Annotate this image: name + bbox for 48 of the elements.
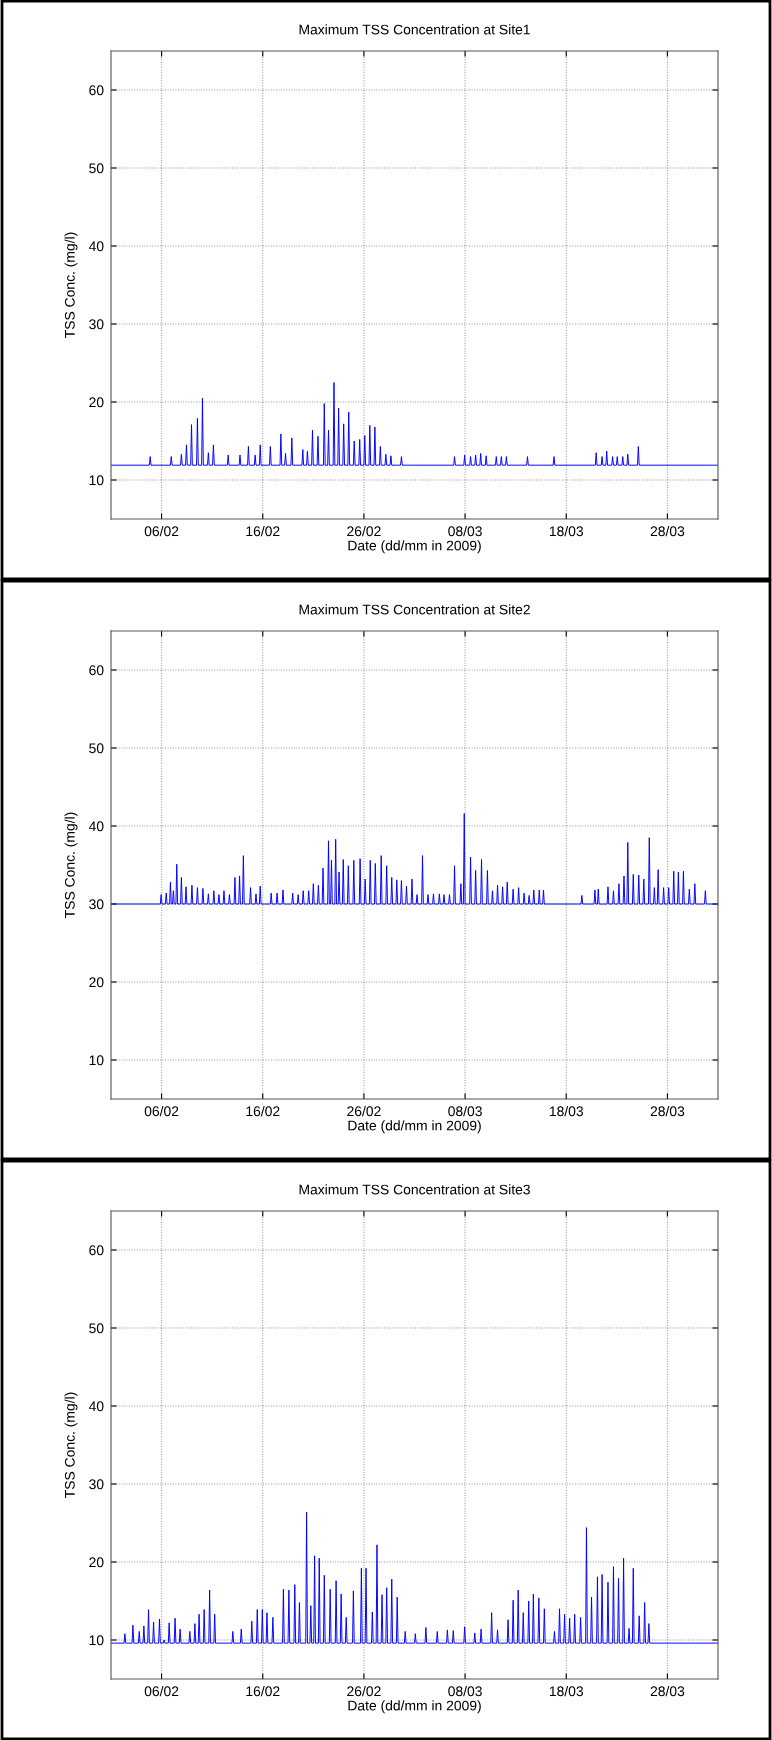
chart-title: Maximum TSS Concentration at Site3 (299, 1184, 530, 1195)
y-axis-title: TSS Conc. (mg/l) (64, 232, 78, 338)
x-axis-title: Date (dd/mm in 2009) (348, 540, 481, 554)
y-tick-label: 10 (89, 1055, 104, 1066)
x-tick-label: 28/03 (650, 1105, 685, 1117)
x-tick-label: 18/03 (549, 1685, 584, 1697)
chart-title: Maximum TSS Concentration at Site1 (299, 24, 530, 35)
x-axis-title: Date (dd/mm in 2009) (348, 1700, 481, 1714)
y-tick-label: 40 (88, 821, 104, 832)
x-tick-label: 08/03 (448, 1685, 482, 1697)
x-axis-title: Date (dd/mm in 2009) (348, 1120, 481, 1134)
x-tick-label: 08/03 (448, 1105, 482, 1117)
x-tick-label: 16/02 (246, 525, 280, 537)
x-tick-label: 16/02 (246, 1105, 280, 1117)
y-tick-label: 60 (89, 665, 104, 676)
y-tick-label: 30 (89, 1479, 104, 1490)
y-tick-label: 30 (89, 319, 104, 330)
line-series (111, 813, 718, 905)
x-tick-label: 26/02 (347, 525, 381, 537)
y-tick-label: 20 (89, 977, 104, 988)
x-tick-label: 08/03 (448, 525, 482, 537)
y-tick-label: 60 (89, 85, 104, 96)
y-tick-label: 50 (89, 1323, 104, 1334)
y-tick-label: 50 (89, 743, 104, 754)
y-tick-label: 10 (89, 1635, 104, 1646)
x-tick-label: 18/03 (549, 525, 584, 537)
x-tick-label: 26/02 (347, 1105, 381, 1117)
x-tick-label: 28/03 (650, 525, 685, 537)
y-tick-label: 40 (88, 241, 104, 252)
line-series (111, 1511, 718, 1644)
line-series (111, 382, 718, 466)
y-tick-label: 50 (89, 163, 104, 174)
x-tick-label: 06/02 (144, 1685, 179, 1697)
y-tick-label: 60 (89, 1245, 104, 1256)
y-tick-label: 10 (89, 475, 104, 486)
y-tick-label: 40 (88, 1401, 104, 1412)
chart-title: Maximum TSS Concentration at Site2 (299, 604, 530, 615)
y-tick-label: 20 (89, 1557, 104, 1568)
x-tick-label: 26/02 (347, 1685, 381, 1697)
x-tick-label: 16/02 (246, 1685, 280, 1697)
y-tick-label: 20 (89, 397, 104, 408)
y-tick-label: 30 (89, 899, 104, 910)
x-tick-label: 06/02 (144, 1105, 179, 1117)
x-tick-label: 06/02 (144, 525, 179, 537)
x-tick-label: 28/03 (650, 1685, 685, 1697)
y-axis-title: TSS Conc. (mg/l) (64, 812, 78, 918)
y-axis-title: TSS Conc. (mg/l) (64, 1392, 78, 1498)
x-tick-label: 18/03 (549, 1105, 584, 1117)
